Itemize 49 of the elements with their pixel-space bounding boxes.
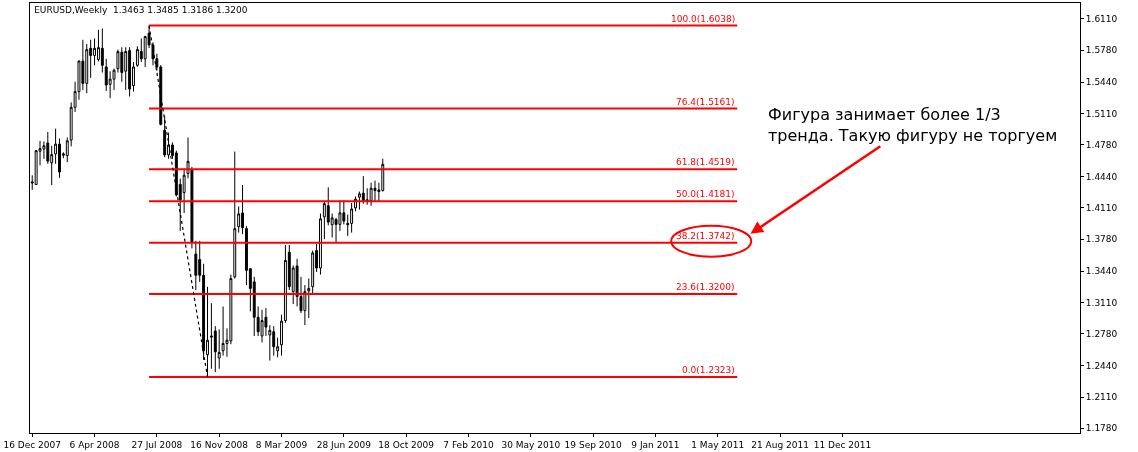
candlestick [85, 43, 89, 94]
annotation: 0.0(1.2323) [682, 365, 735, 375]
y-tick-label: 1.3780 [1085, 234, 1118, 245]
x-tick-label: 27 Jul 2008 [131, 439, 183, 450]
x-tick-label: 6 Apr 2008 [69, 439, 120, 450]
annotation: 50.0(1.4181) [676, 189, 735, 199]
y-tick-label: 1.6110 [1085, 13, 1118, 24]
candlestick [209, 302, 213, 370]
x-tick-label: 9 Jan 2011 [631, 439, 680, 450]
x-tick-label: 16 Dec 2007 [3, 439, 61, 450]
annotation: Фигура занимает более 1/3 тренда. Такую фигуру не торгуем [768, 105, 1058, 145]
y-tick-label: 1.5780 [1085, 45, 1118, 56]
y-tick-label: 1.2440 [1085, 361, 1118, 372]
y-tick-label: 1.4780 [1085, 139, 1118, 150]
x-tick-label: 11 Dec 2011 [813, 439, 872, 450]
x-tick-label: 8 Mar 2009 [255, 439, 308, 450]
y-tick-label: 1.4110 [1085, 203, 1118, 214]
candlestick [373, 180, 377, 202]
annotation: 23.6(1.3200) [676, 282, 735, 292]
x-tick-label: 18 Oct 2009 [378, 439, 435, 450]
annotation: 100.0(1.6038) [671, 14, 736, 24]
y-tick-label: 1.5440 [1085, 77, 1118, 88]
x-tick-label: 28 Jun 2009 [316, 439, 372, 450]
candlestick [163, 115, 167, 158]
candlestick [272, 325, 276, 357]
annotation: 76.4(1.5161) [676, 97, 735, 107]
annotation: 61.8(1.4519) [676, 157, 735, 167]
y-tick-label: 1.2780 [1085, 328, 1118, 339]
candlestick [139, 37, 143, 63]
y-tick-label: 1.5110 [1085, 108, 1118, 119]
y-tick-label: 1.4440 [1085, 171, 1118, 182]
x-tick-label: 16 Nov 2008 [190, 439, 249, 450]
x-tick-label: 21 Aug 2011 [751, 439, 809, 450]
candlestick [260, 309, 264, 343]
chart-title: EURUSD,Weekly 1.3463 1.3485 1.3186 1.3200 [34, 5, 248, 16]
y-tick-label: 1.1780 [1085, 423, 1118, 434]
y-tick-label: 1.3110 [1085, 297, 1118, 308]
candlestick [128, 46, 132, 98]
candlestick [319, 213, 322, 276]
y-tick-label: 1.2110 [1085, 392, 1118, 403]
candlestick [241, 184, 245, 235]
x-tick-label: 30 May 2010 [501, 439, 561, 450]
x-tick-label: 1 May 2011 [691, 439, 745, 450]
candlestick [369, 182, 373, 207]
candlestick [100, 28, 104, 74]
y-tick-label: 1.3440 [1085, 266, 1118, 277]
annotation: 38.2(1.3742) [676, 231, 735, 241]
x-tick-label: 19 Sep 2010 [564, 439, 622, 450]
x-tick-label: 7 Feb 2010 [443, 439, 494, 450]
